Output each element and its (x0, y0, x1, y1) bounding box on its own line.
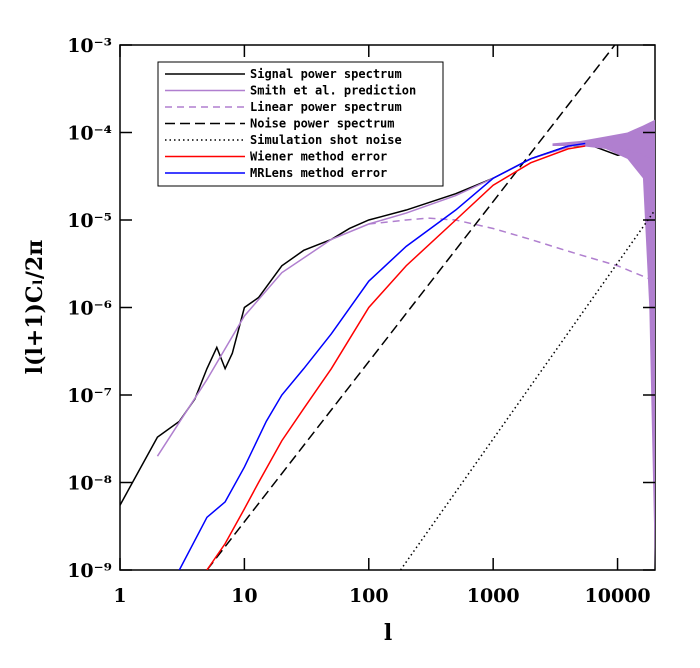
x-tick-label: 10 (231, 585, 257, 607)
error-band (552, 119, 655, 570)
legend-label: Wiener method error (250, 150, 387, 164)
legend: Signal power spectrum Smith et al. predic… (157, 61, 444, 187)
y-tick-label: 10⁻⁶ (67, 298, 112, 320)
y-tick-label: 10⁻⁸ (67, 473, 112, 495)
x-tick-label: 10000 (585, 585, 651, 607)
plot-area (120, 45, 655, 570)
legend-box (157, 61, 444, 187)
x-tick-label: 1 (113, 585, 126, 607)
x-axis-label: l (384, 620, 392, 646)
x-tick-label: 1000 (467, 585, 520, 607)
series-line (399, 209, 655, 570)
legend-label: Smith et al. prediction (250, 84, 416, 98)
series-line (156, 142, 655, 457)
series-line (368, 217, 655, 282)
series-line (206, 45, 616, 570)
y-tick-label: 10⁻⁵ (67, 210, 112, 232)
legend-label: Signal power spectrum (250, 67, 402, 81)
y-tick-label: 10⁻⁴ (67, 123, 112, 145)
legend-label: Noise power spectrum (250, 117, 395, 131)
legend-label: Simulation shot noise (250, 133, 402, 147)
series-line (206, 145, 586, 570)
series-line (120, 144, 628, 506)
y-tick-label: 10⁻⁷ (67, 385, 112, 407)
legend-label: Linear power spectrum (250, 100, 402, 114)
y-tick-label: 10⁻³ (67, 35, 112, 57)
legend-label: MRLens method error (250, 166, 387, 180)
series-line (178, 142, 586, 570)
y-tick-label: 10⁻⁹ (67, 560, 112, 582)
x-tick-label: 100 (349, 585, 389, 607)
y-axis-label: l(l+1)Cₗ/2π (22, 240, 48, 375)
